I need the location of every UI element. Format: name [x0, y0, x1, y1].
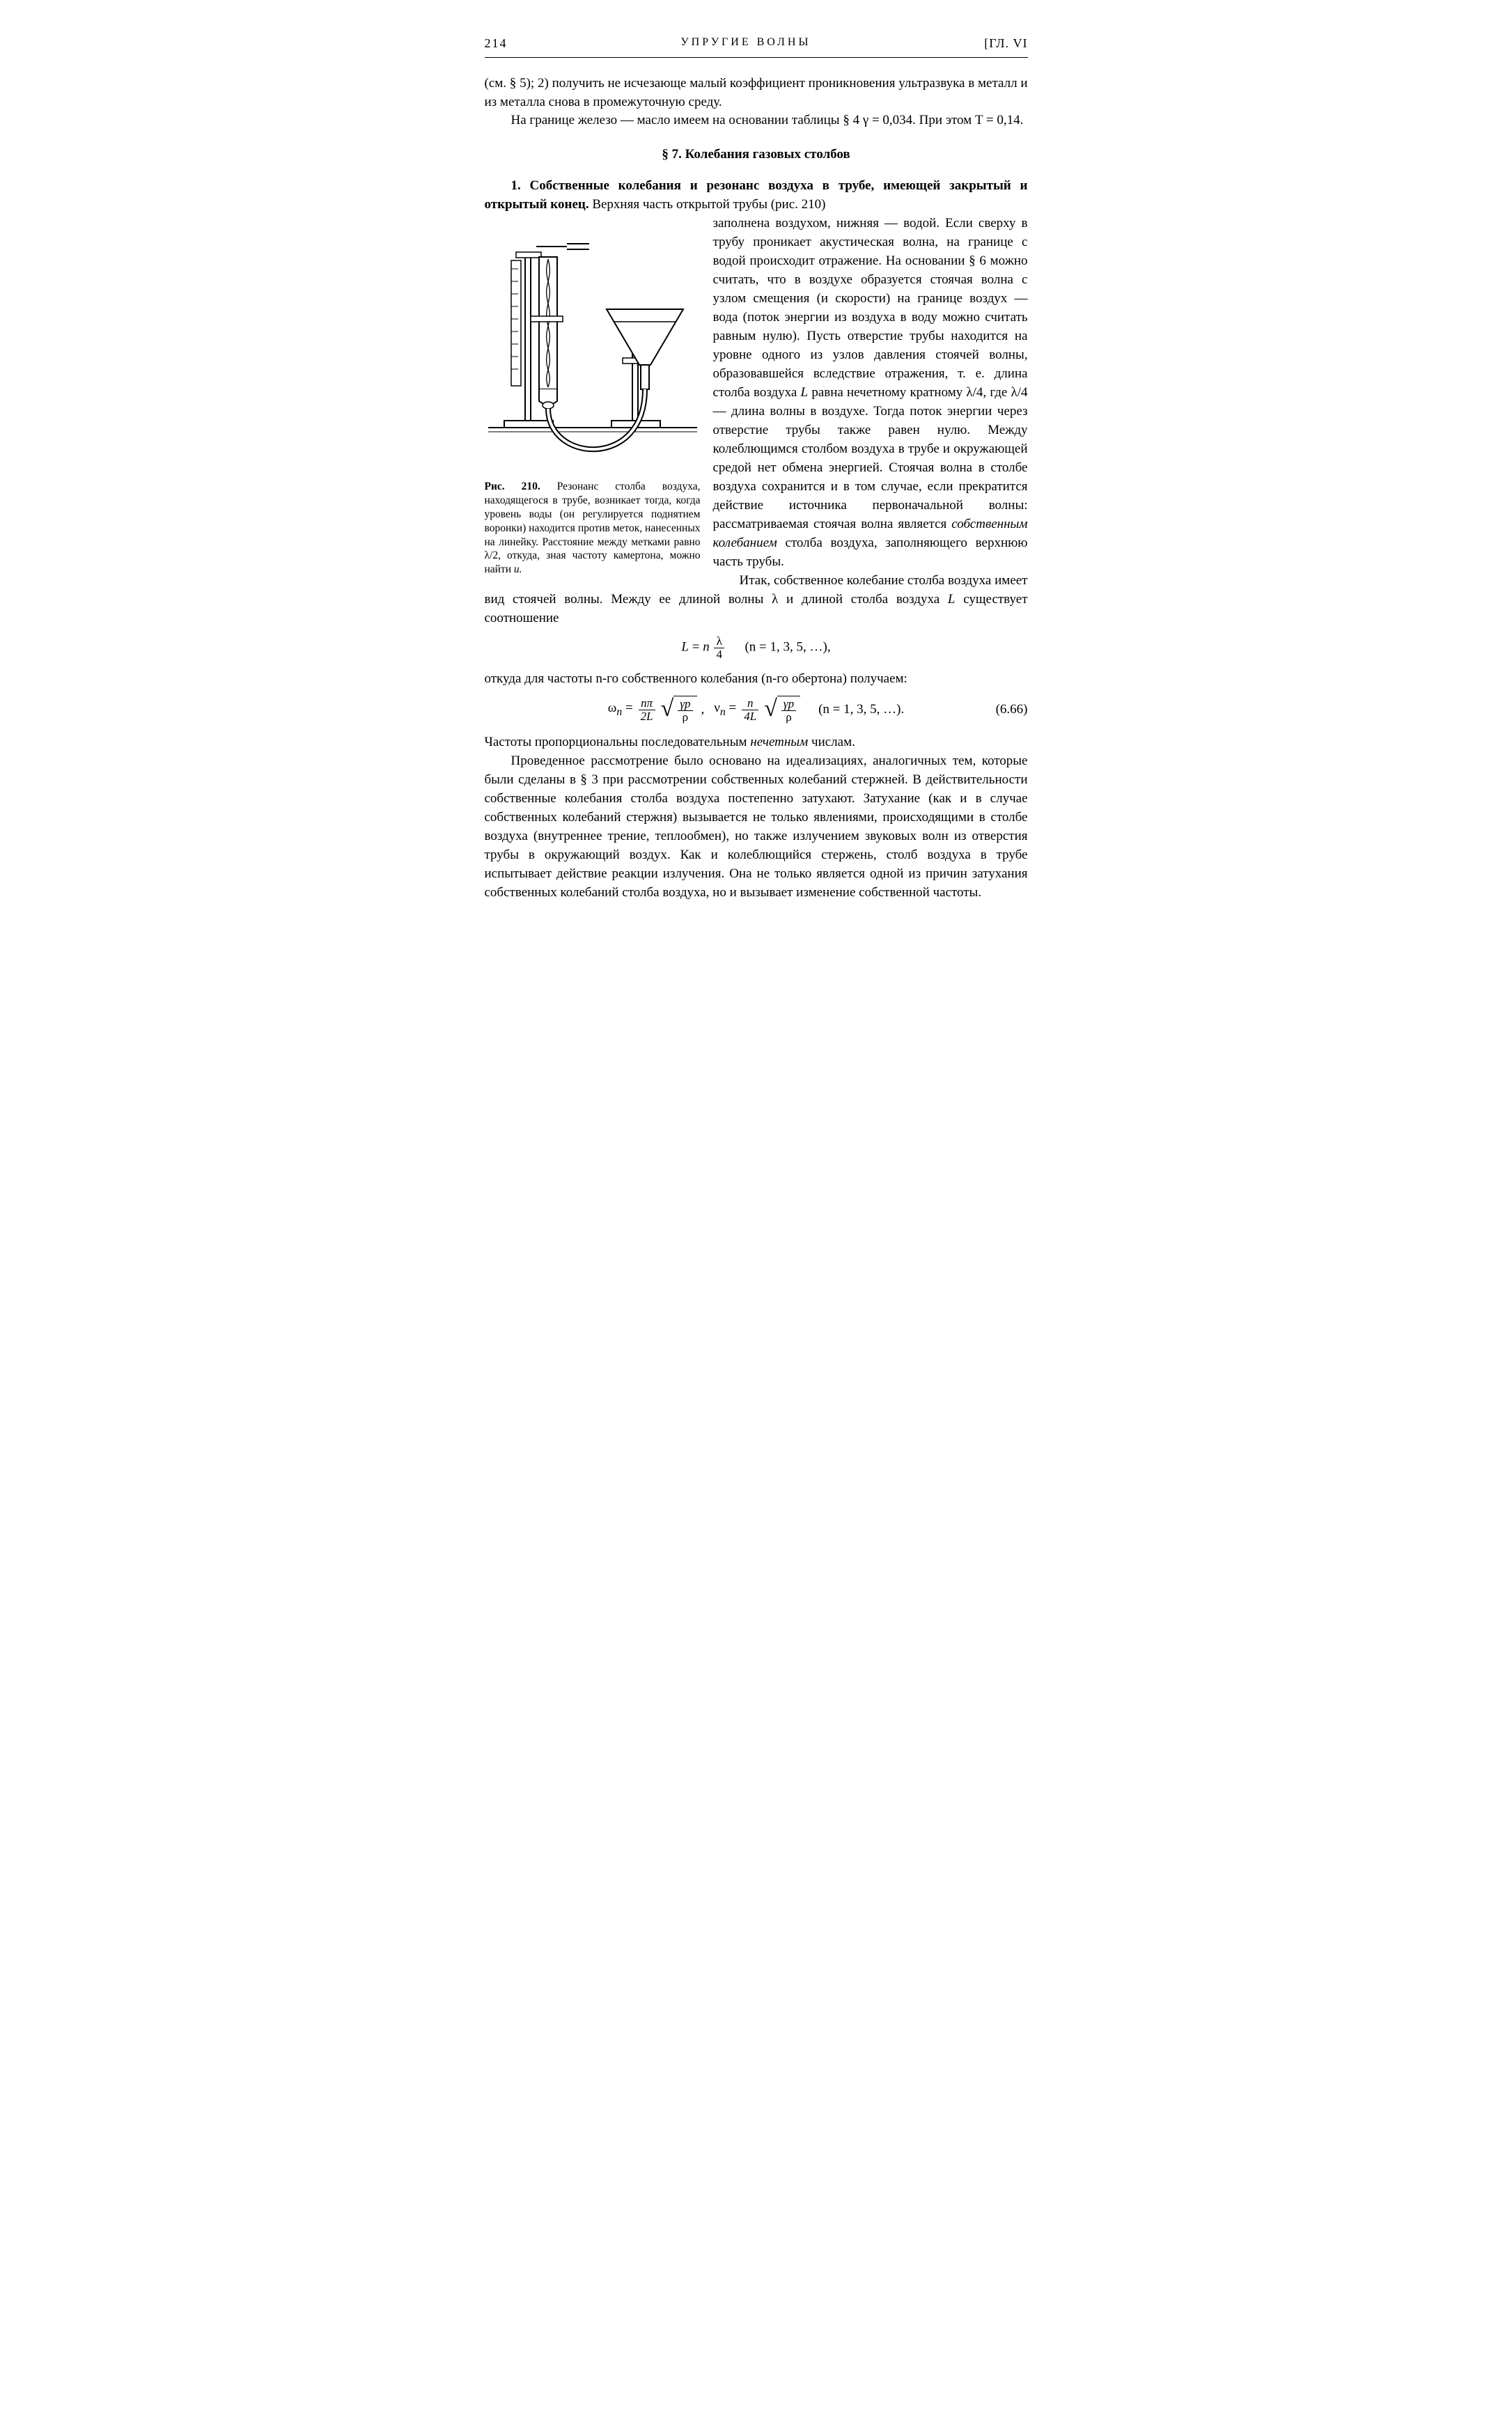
eq2-rad1-num: γp — [678, 698, 692, 711]
eq2-frac1-num: nπ — [639, 697, 655, 710]
eq2-eq-1: = — [622, 701, 632, 715]
figure-210: Рис. 210. Резонанс столба воздуха, наход… — [485, 219, 701, 577]
eq2-frac2-num: n — [742, 697, 758, 710]
equation-L-n-lambda: L = n λ 4 (n = 1, 3, 5, …), — [485, 635, 1028, 661]
eq2-eq-2: = — [726, 701, 736, 715]
eq1-den: 4 — [714, 648, 724, 661]
eq2-frac1: nπ 2L — [639, 697, 655, 723]
eq2-sqrt2: √ γp ρ — [764, 696, 800, 724]
after-eq1: откуда для частоты n-го собственного кол… — [485, 670, 1028, 689]
wrap-text-b: равна нечетному кратному λ/4, где λ/4 — … — [713, 385, 1028, 531]
eq2-rad2-den: ρ — [781, 711, 796, 724]
paragraph-continuation: (см. § 5); 2) получить не исчезающе малы… — [485, 75, 1028, 112]
symbol-L-2: L — [948, 592, 956, 607]
eq2-frac2: n 4L — [742, 697, 758, 723]
wrap-text-a: заполнена воздухом, нижняя — водой. Если… — [713, 216, 1028, 400]
subsection-sentence: Верхняя часть открытой трубы (рис. 210) — [589, 197, 826, 212]
eq2-rad2-num: γp — [781, 698, 796, 711]
eq2-omega: ω — [608, 701, 617, 715]
wrap-paragraph-2: Итак, собственное колебание столба возду… — [485, 572, 1028, 628]
eq1-num: λ — [714, 635, 724, 648]
eq2-sqrt1: √ γp ρ — [661, 696, 697, 724]
symbol-L: L — [801, 385, 809, 400]
section-title: § 7. Колебания газовых столбов — [485, 146, 1028, 164]
subsection-heading: 1. Собственные колебания и резонанс возд… — [485, 177, 1028, 214]
page-number: 214 — [485, 35, 508, 53]
eq2-nu: ν — [714, 701, 720, 715]
eq1-L: L — [681, 639, 689, 654]
eq2-rad1-den: ρ — [678, 711, 692, 724]
eq2-number: (6.66) — [996, 701, 1028, 719]
eq1-n: n — [703, 639, 710, 654]
eq1-cond: (n = 1, 3, 5, …), — [745, 639, 830, 654]
eq2-nu-sub: n — [720, 706, 726, 718]
eq2-cond: (n = 1, 3, 5, …). — [818, 701, 904, 719]
eq2-frac2-den: 4L — [742, 710, 758, 723]
running-title: УПРУГИЕ ВОЛНЫ — [680, 35, 811, 53]
line-after-eq2: Частоты пропорциональны последовательным… — [485, 733, 1028, 752]
running-header: 214 УПРУГИЕ ВОЛНЫ [ГЛ. VI — [485, 35, 1028, 58]
eq2-frac1-den: 2L — [639, 710, 655, 723]
equation-6-66: ωn = nπ 2L √ γp ρ , νn = n — [485, 696, 1028, 724]
figure-210-drawing — [485, 219, 701, 469]
paragraph-boundary: На границе железо — масло имеем на основ… — [485, 111, 1028, 130]
eq1-eq: = — [689, 639, 703, 654]
wrap2-a: Итак, собственное колебание столба возду… — [485, 573, 1028, 607]
final-paragraph: Проведенное рассмотрение было основано н… — [485, 752, 1028, 903]
after2-b: числам. — [808, 735, 855, 749]
after2-a: Частоты пропорциональны последовательным — [485, 735, 751, 749]
figure-label: Рис. 210. — [485, 481, 540, 492]
figure-caption-body: Резонанс столба воздуха, находящегося в … — [485, 481, 701, 575]
figure-caption-u: u. — [514, 563, 522, 575]
eq1-frac: λ 4 — [714, 635, 724, 661]
after2-em: нечетным — [750, 735, 808, 749]
eq2-omega-sub: n — [616, 706, 622, 718]
figure-210-caption: Рис. 210. Резонанс столба воздуха, наход… — [485, 480, 701, 577]
chapter-marker: [ГЛ. VI — [984, 35, 1027, 53]
